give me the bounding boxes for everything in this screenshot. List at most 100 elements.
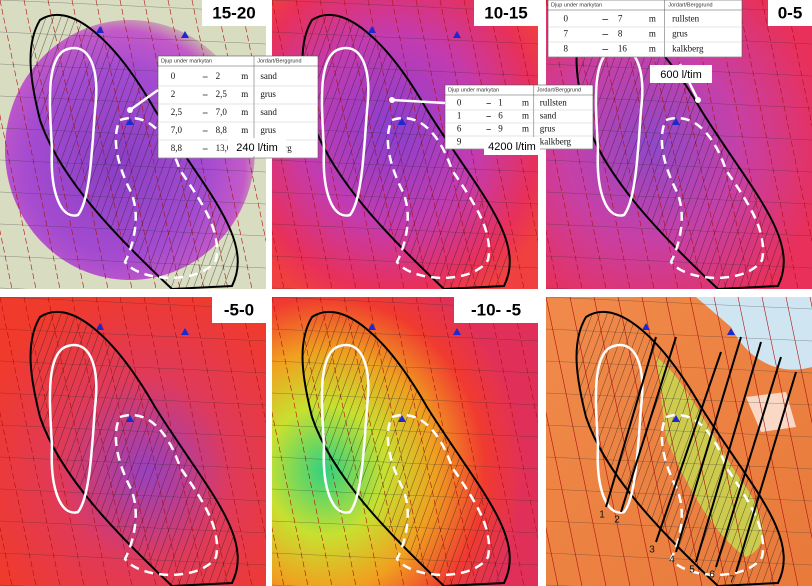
flow-rate: 4200 l/tim bbox=[488, 141, 536, 153]
borehole-table bbox=[547, 0, 743, 58]
depth-from: 2,5 bbox=[171, 107, 183, 117]
water bbox=[696, 297, 812, 370]
grid-line bbox=[272, 526, 285, 586]
grid-line bbox=[0, 229, 13, 289]
depth-to: 1 bbox=[498, 98, 503, 108]
panel-label-box bbox=[454, 297, 538, 323]
section-label: 5 bbox=[689, 565, 695, 576]
depth-from: 9 bbox=[457, 137, 462, 147]
proposed-zone bbox=[114, 116, 219, 280]
section-line bbox=[715, 356, 782, 568]
grid-line bbox=[0, 411, 37, 586]
table-header: Djup under markytan bbox=[161, 58, 212, 64]
unit: m bbox=[522, 124, 529, 134]
section-label: 4 bbox=[669, 555, 675, 566]
soil-type: kalkberg bbox=[540, 137, 572, 147]
grid-line bbox=[239, 0, 266, 127]
flow-box bbox=[228, 138, 286, 156]
aquifer-outline bbox=[301, 311, 511, 586]
section-label: 3 bbox=[649, 545, 655, 556]
grid-line bbox=[737, 0, 799, 289]
grid-line bbox=[785, 297, 812, 424]
grid-line bbox=[737, 297, 799, 586]
unit: m bbox=[649, 29, 656, 39]
depth-from: 1 bbox=[457, 111, 462, 121]
grid-line bbox=[546, 526, 559, 586]
flow-box bbox=[484, 137, 540, 155]
proposed-zone bbox=[386, 116, 491, 280]
aquifer-hatch bbox=[576, 15, 784, 289]
unit: m bbox=[522, 98, 529, 108]
well-marker bbox=[368, 323, 376, 330]
map-panel: -10- -5 bbox=[272, 297, 538, 586]
depth-from: 0 bbox=[457, 98, 462, 108]
protection-zone bbox=[48, 46, 98, 217]
depth-to: 16 bbox=[618, 44, 628, 54]
well-marker bbox=[672, 118, 680, 125]
aquifer-hatch bbox=[302, 15, 510, 289]
table-header: Djup under markytan bbox=[448, 87, 499, 93]
depth-from: 8,8 bbox=[171, 143, 183, 153]
section-line bbox=[695, 341, 762, 563]
section-label: 6 bbox=[709, 570, 715, 581]
arrow bbox=[129, 88, 159, 112]
depth-to: 8,8 bbox=[216, 125, 228, 135]
grid-line bbox=[546, 297, 607, 586]
depth-to: 2,5 bbox=[216, 89, 228, 99]
map-panel: 1 2 3 4 5 6 7 bbox=[546, 297, 812, 586]
section-line bbox=[605, 336, 657, 508]
section-label: 1 bbox=[599, 510, 605, 521]
grid-line bbox=[487, 297, 538, 540]
flow-rate: 600 l/tim bbox=[660, 69, 702, 81]
aquifer-outline bbox=[29, 311, 239, 586]
grid-line bbox=[546, 297, 812, 310]
grid-line bbox=[0, 0, 61, 289]
aquifer-hatch bbox=[30, 311, 238, 586]
depth-from: 6 bbox=[457, 124, 462, 134]
panel-label: 15-20 bbox=[212, 3, 255, 22]
grid-line bbox=[511, 0, 538, 127]
section-line bbox=[655, 351, 722, 543]
grid-line bbox=[272, 229, 285, 289]
well-marker bbox=[96, 323, 104, 330]
panel-label: 0-5 bbox=[778, 3, 803, 22]
grid-line bbox=[546, 411, 583, 586]
soil-type: grus bbox=[260, 89, 276, 99]
panel-label-box bbox=[202, 0, 266, 26]
depth-to: 7 bbox=[618, 14, 623, 24]
aquifer-outline bbox=[575, 311, 785, 586]
panel-label: -5-0 bbox=[224, 300, 254, 319]
well-marker bbox=[398, 118, 406, 125]
depth-from: 8 bbox=[564, 44, 569, 54]
unit: m bbox=[522, 111, 529, 121]
grid-line bbox=[0, 526, 13, 586]
well-marker bbox=[181, 328, 189, 335]
section-label: 7 bbox=[729, 575, 735, 586]
proposed-zone bbox=[660, 116, 765, 280]
soil-type: rullsten bbox=[672, 14, 699, 24]
section-line bbox=[620, 336, 677, 513]
well-marker bbox=[642, 323, 650, 330]
grid-line bbox=[463, 297, 525, 586]
depth-from: 0 bbox=[171, 71, 176, 81]
protection-zone bbox=[320, 46, 370, 217]
grid-line bbox=[761, 297, 812, 540]
arrow-head bbox=[695, 97, 701, 103]
depth-from: 2 bbox=[171, 89, 176, 99]
table-header: Jordart/Berggrund bbox=[537, 87, 581, 93]
proposed-zone bbox=[386, 413, 491, 577]
soil-type: sand bbox=[540, 111, 557, 121]
unit: m bbox=[241, 71, 248, 81]
arrow-head bbox=[127, 107, 133, 113]
panel-label: -10- -5 bbox=[471, 300, 521, 319]
unit: m bbox=[241, 125, 248, 135]
soil-type: kalkberg bbox=[672, 44, 704, 54]
table-header: Djup under markytan bbox=[551, 2, 602, 8]
grid-line bbox=[272, 297, 333, 586]
proposed-zone bbox=[660, 413, 765, 577]
grid-line bbox=[761, 0, 812, 243]
depth-from: 0 bbox=[564, 14, 569, 24]
well-marker bbox=[727, 328, 735, 335]
panel-label-box bbox=[212, 297, 266, 323]
